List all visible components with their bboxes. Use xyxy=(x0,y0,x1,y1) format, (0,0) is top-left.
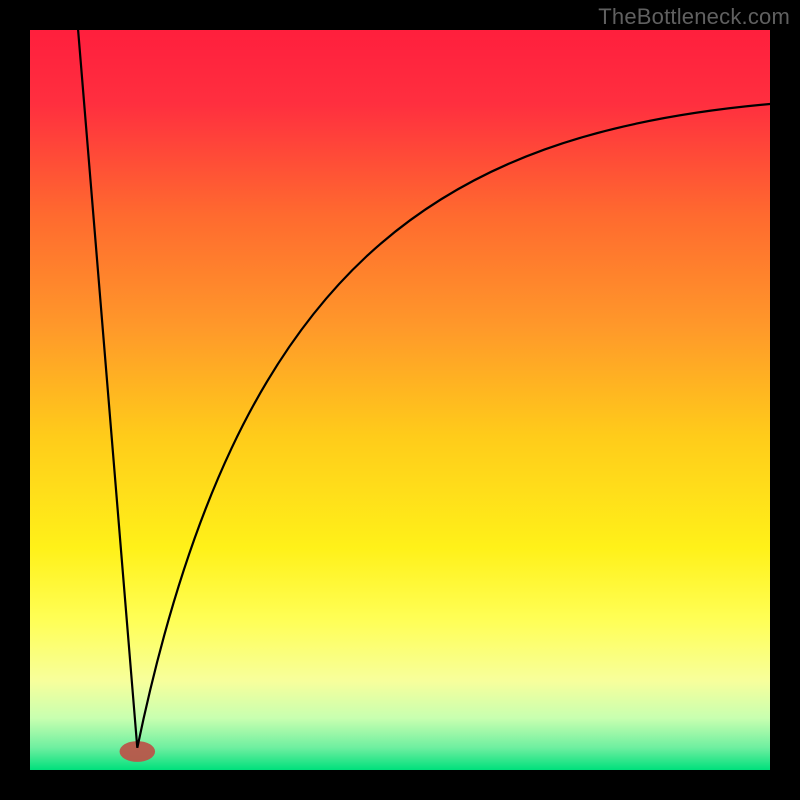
watermark-text: TheBottleneck.com xyxy=(598,4,790,30)
bottleneck-chart xyxy=(0,0,800,800)
plot-background xyxy=(30,30,770,770)
chart-container: TheBottleneck.com xyxy=(0,0,800,800)
